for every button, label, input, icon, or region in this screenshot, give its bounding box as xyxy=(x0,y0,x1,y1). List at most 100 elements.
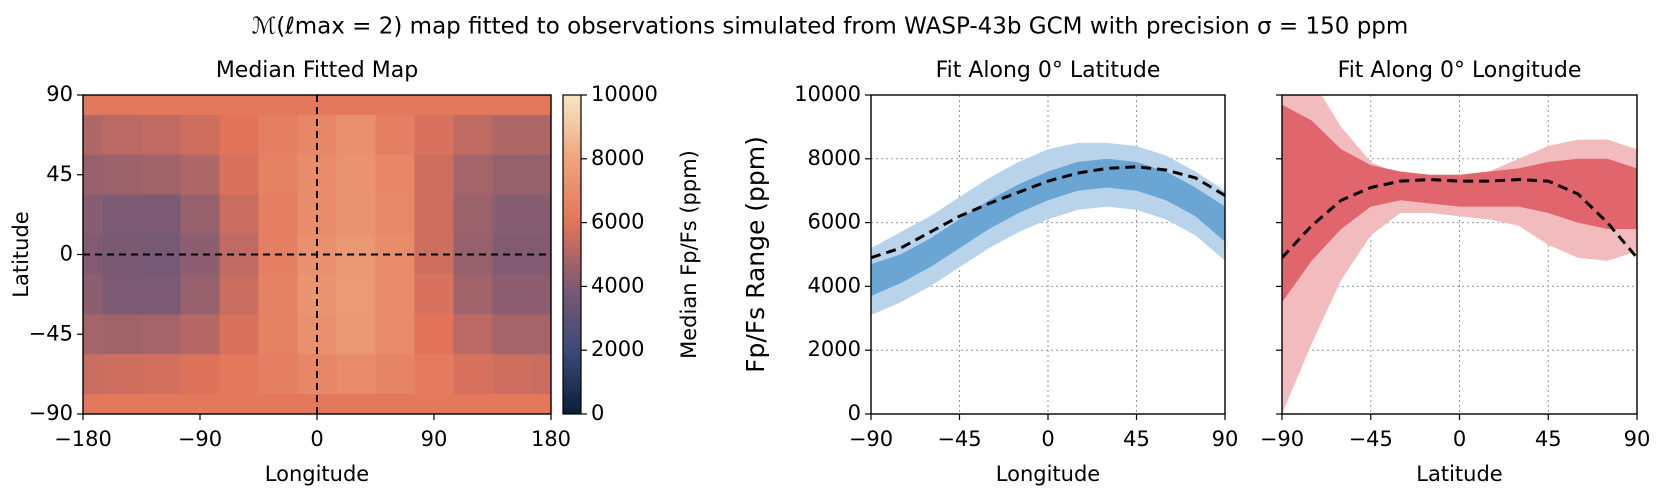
heatmap-cell xyxy=(531,394,551,414)
colorbar-segment xyxy=(563,308,581,313)
y-tick-label: 0 xyxy=(60,242,73,266)
heatmap-cell xyxy=(375,154,415,196)
colorbar-segment xyxy=(563,110,581,115)
colorbar-segment xyxy=(563,232,581,236)
heatmap-cell xyxy=(141,274,181,315)
colorbar-segment xyxy=(563,184,581,189)
heatmap-cell xyxy=(492,394,532,414)
heatmap-cell xyxy=(83,274,103,315)
colorbar-segment xyxy=(563,410,581,415)
y-axis-label: Latitude xyxy=(9,211,33,297)
colorbar-tick-label: 10000 xyxy=(591,82,658,106)
heatmap-cell xyxy=(492,234,532,275)
x-tick-label: −90 xyxy=(178,427,222,451)
heatmap-cell xyxy=(141,314,181,355)
heatmap-cell xyxy=(414,274,454,315)
y-axis-label: Fp/Fs Range (ppm) xyxy=(741,136,770,373)
heatmap-cell xyxy=(141,114,181,156)
heatmap-cell xyxy=(531,314,551,355)
heatmap-cell xyxy=(414,314,454,355)
heatmap-cell xyxy=(258,314,298,355)
heatmap-cell xyxy=(336,114,376,156)
colorbar-segment xyxy=(563,362,581,367)
colorbar-segment xyxy=(563,165,581,169)
heatmap-cell xyxy=(492,194,532,236)
colorbar-segment xyxy=(563,260,581,265)
plot-area xyxy=(871,95,1225,414)
colorbar-segment xyxy=(563,235,581,240)
heatmap-cell xyxy=(102,314,142,355)
x-tick-label: −180 xyxy=(54,427,112,451)
colorbar-segment xyxy=(563,120,581,125)
x-tick-label: 0 xyxy=(310,427,323,451)
colorbar-tick-label: 2000 xyxy=(591,337,644,361)
heatmap-cell xyxy=(375,95,415,116)
heatmap-cell xyxy=(219,114,259,156)
heatmap-cell xyxy=(258,274,298,315)
heatmap-cell xyxy=(375,274,415,315)
colorbar-segment xyxy=(563,407,581,412)
colorbar-segment xyxy=(563,190,581,195)
heatmap-cell xyxy=(83,194,103,236)
colorbar-segment xyxy=(563,241,581,246)
heatmap-cell xyxy=(492,95,532,116)
colorbar-segment xyxy=(563,225,581,230)
colorbar-segment xyxy=(563,273,581,278)
heatmap-cell xyxy=(102,354,142,395)
y-tick-label: −90 xyxy=(29,401,73,425)
heatmap-cell xyxy=(414,114,454,156)
x-tick-label: −90 xyxy=(849,427,893,451)
heatmap-cell xyxy=(453,314,493,355)
heatmap-cell xyxy=(453,95,493,116)
colorbar-segment xyxy=(563,372,581,377)
x-tick-label: −90 xyxy=(1260,427,1304,451)
colorbar-segment xyxy=(563,152,581,157)
colorbar-segment xyxy=(563,295,581,300)
heatmap-cell xyxy=(102,95,142,116)
heatmap-cell xyxy=(141,394,181,414)
colorbar-tick-label: 8000 xyxy=(591,146,644,170)
heatmap-cell xyxy=(375,354,415,395)
colorbar-frame xyxy=(562,94,582,415)
heatmap-cell xyxy=(414,95,454,116)
colorbar-segment xyxy=(563,343,581,348)
x-tick-label: 0 xyxy=(1453,427,1466,451)
colorbar-segment xyxy=(563,216,581,220)
heatmap-cell xyxy=(102,194,142,236)
heatmap-cell xyxy=(492,274,532,315)
x-tick-label: 45 xyxy=(1123,427,1150,451)
heatmap-cell xyxy=(336,354,376,395)
colorbar-segment xyxy=(563,228,581,233)
x-tick-label: 0 xyxy=(1041,427,1054,451)
colorbar-segment xyxy=(563,149,581,153)
heatmap-cell xyxy=(531,354,551,395)
x-axis-label: Latitude xyxy=(1416,462,1502,486)
colorbar-segment xyxy=(563,318,581,322)
colorbar-segment xyxy=(563,114,581,118)
colorbar-segment xyxy=(563,101,581,106)
heatmap-cell xyxy=(375,314,415,355)
colorbar-segment xyxy=(563,222,581,227)
y-tick-label: 6000 xyxy=(808,210,861,234)
colorbar-segment xyxy=(563,264,581,268)
colorbar-segment xyxy=(563,187,581,192)
colorbar-segment xyxy=(563,219,581,224)
heatmap-cell xyxy=(83,234,103,275)
colorbar-segment xyxy=(563,334,581,338)
colorbar-segment xyxy=(563,146,581,150)
heatmap-cell xyxy=(219,194,259,236)
colorbar-segment xyxy=(563,238,581,243)
y-tick-label: 0 xyxy=(848,401,861,425)
colorbar-segment xyxy=(563,369,581,374)
heatmap-cell xyxy=(219,394,259,414)
x-axis-label: Longitude xyxy=(996,462,1100,486)
colorbar-tick-label: 6000 xyxy=(591,210,644,234)
colorbar-segment xyxy=(563,321,581,326)
heatmap-cell xyxy=(258,194,298,236)
colorbar-segment xyxy=(563,280,581,284)
colorbar-segment xyxy=(563,133,581,137)
colorbar-segment xyxy=(563,401,581,405)
heatmap-cell xyxy=(102,114,142,156)
heatmap-cell xyxy=(83,95,103,116)
colorbar-segment xyxy=(563,136,581,141)
